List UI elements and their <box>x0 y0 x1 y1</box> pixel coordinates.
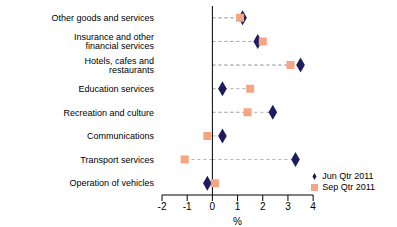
svg-text:Recreation and culture: Recreation and culture <box>63 108 154 118</box>
svg-text:%: % <box>233 216 242 227</box>
html-text:Sep Qtr 2011: Sep Qtr 2011 <box>322 182 375 192</box>
svg-text:1: 1 <box>235 201 241 212</box>
svg-text:Education services: Education services <box>78 84 154 94</box>
svg-text:2: 2 <box>260 201 266 212</box>
svg-text:3: 3 <box>285 201 291 212</box>
html-text:Jun Qtr 2011: Jun Qtr 2011 <box>322 171 374 181</box>
svg-text:4: 4 <box>310 201 316 212</box>
svg-text:Hotels, cafes andrestaurants: Hotels, cafes andrestaurants <box>84 56 154 75</box>
svg-text:Operation of vehicles: Operation of vehicles <box>69 178 154 188</box>
svg-text:Communications: Communications <box>87 131 155 141</box>
svg-text:Other goods and services: Other goods and services <box>51 13 154 23</box>
svg-text:-1: -1 <box>183 201 192 212</box>
svg-text:-2: -2 <box>158 201 167 212</box>
svg-text:Transport services: Transport services <box>80 155 154 165</box>
svg-text:0: 0 <box>210 201 216 212</box>
svg-text:Insurance and otherfinancial s: Insurance and otherfinancial services <box>74 32 155 51</box>
